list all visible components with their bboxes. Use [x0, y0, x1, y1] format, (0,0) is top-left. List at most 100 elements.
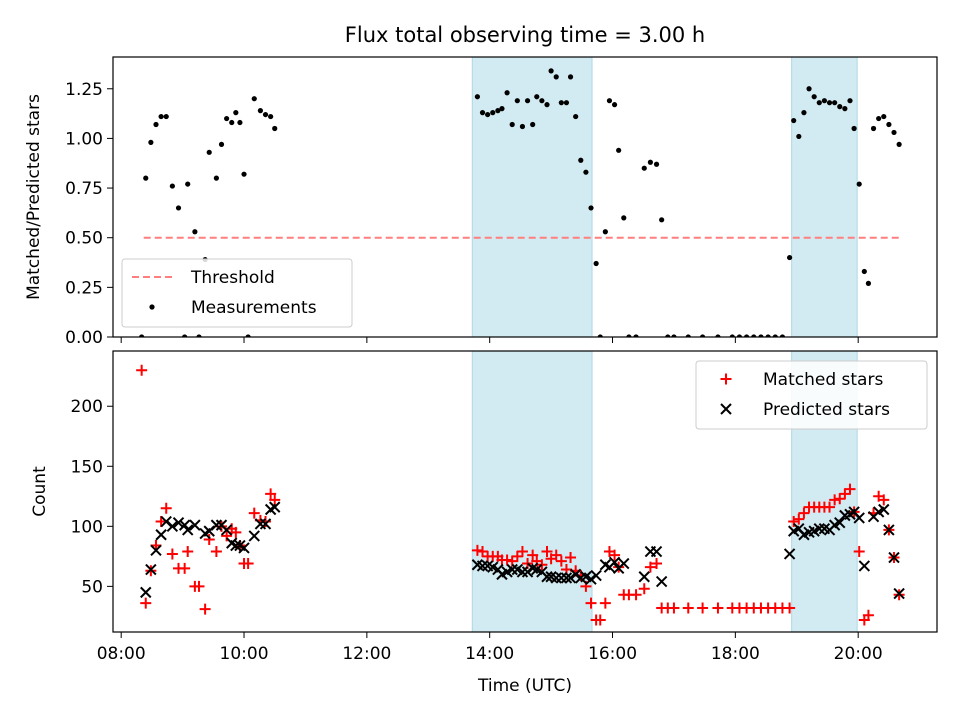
measurement-point: [233, 110, 239, 116]
x-tick-label: 08:00: [97, 644, 146, 664]
measurement-point: [206, 149, 212, 155]
matched-point: [516, 546, 528, 558]
predicted-point: [893, 587, 905, 600]
measurement-point: [175, 205, 182, 211]
matched-point: [136, 364, 148, 376]
predicted-point: [155, 529, 167, 541]
measurement-point: [744, 334, 750, 337]
measurement-point: [588, 205, 594, 211]
measurement-point: [139, 334, 145, 337]
measurement-point: [539, 98, 545, 104]
measurement-point: [163, 113, 169, 120]
measurement-point: [626, 334, 632, 337]
measurement-point: [602, 229, 608, 235]
measurement-point: [583, 169, 589, 175]
measurement-point: [499, 106, 505, 112]
legend-measurement-swatch: [149, 304, 155, 310]
measurement-point: [816, 100, 822, 106]
legend-bottom: Matched stars Predicted stars: [695, 360, 928, 430]
y-tick-label: 0.75: [65, 179, 103, 199]
matched-point: [248, 507, 260, 519]
predicted-point: [506, 563, 518, 576]
predicted-point: [220, 524, 233, 536]
matched-point: [834, 493, 846, 505]
measurement-point: [870, 125, 877, 132]
predicted-point: [618, 557, 630, 570]
axes-frame: [112, 56, 938, 338]
predicted-point: [166, 520, 179, 533]
matched-point: [638, 583, 650, 595]
matched-point: [179, 562, 191, 574]
measurement-point: [751, 334, 757, 337]
measurement-point: [573, 113, 579, 120]
measurement-point: [881, 113, 887, 120]
predicted-point: [516, 566, 529, 578]
matched-point: [555, 555, 567, 567]
predicted-point: [858, 560, 871, 572]
measurement-point: [257, 108, 263, 114]
measurement-point: [861, 268, 867, 275]
measurement-point: [787, 254, 793, 261]
matched-point: [697, 602, 709, 614]
measurement-point: [558, 100, 564, 106]
matched-point: [477, 546, 489, 558]
measurement-point: [224, 115, 230, 122]
predicted-point: [541, 571, 553, 583]
top-panel: 0.00 0.25 0.50 0.75 1.00 1.25 Matched/Predicte…: [24, 56, 938, 348]
axes-frame: [112, 350, 938, 633]
measurement-point: [524, 98, 531, 104]
legend-box: [695, 360, 928, 430]
measurement-point: [153, 121, 159, 128]
predicted-point: [585, 573, 597, 585]
predicted-point: [189, 519, 201, 531]
legend-label-threshold: Threshold: [190, 268, 275, 288]
y-tick-label: 0.50: [65, 229, 103, 249]
y-axis-label: Count: [30, 466, 50, 517]
measurement-point: [229, 119, 235, 126]
predicted-point: [638, 571, 650, 583]
x-tick-label: 10:00: [220, 644, 269, 664]
predicted-point: [560, 572, 573, 584]
measurement-point: [509, 121, 515, 128]
measurement-point: [896, 141, 902, 147]
measurement-point: [621, 215, 627, 221]
matched-point: [265, 488, 277, 500]
matched-point: [550, 549, 562, 561]
measurement-point: [182, 334, 188, 337]
predicted-point: [150, 544, 162, 557]
measurement-point: [485, 111, 491, 118]
measurement-point: [544, 102, 550, 108]
measurement-point: [567, 74, 574, 80]
matched-point: [160, 502, 172, 514]
matched-point: [844, 483, 856, 495]
measurement-point: [665, 334, 671, 337]
matched-point: [210, 546, 222, 558]
matched-point: [242, 558, 254, 570]
measurement-point: [633, 334, 639, 337]
matched-point: [511, 550, 523, 562]
legend-predicted-swatch: [720, 403, 732, 415]
legend-label-matched: Matched stars: [763, 370, 883, 390]
legend-top: Threshold Measurements: [121, 258, 353, 328]
measurement-point: [715, 334, 721, 337]
matched-point: [193, 580, 205, 592]
predicted-point: [238, 542, 250, 554]
matched-point: [594, 614, 606, 626]
predicted-point: [813, 523, 825, 535]
legend-label-predicted: Predicted stars: [763, 400, 890, 420]
legend-box: [121, 258, 353, 328]
measurement-point: [148, 139, 154, 145]
y-tick-label: 0.25: [65, 278, 103, 298]
series-predicted-stars: [140, 501, 905, 600]
measurement-point: [811, 94, 817, 100]
measurement-point: [534, 94, 540, 100]
measurement-point: [262, 111, 269, 118]
matched-point: [682, 602, 694, 614]
predicted-point: [172, 517, 185, 529]
matched-point: [140, 597, 152, 609]
measurement-point: [245, 334, 251, 337]
legend-matched-swatch: [720, 373, 732, 385]
measurement-point: [832, 100, 838, 106]
matched-point: [471, 544, 483, 556]
